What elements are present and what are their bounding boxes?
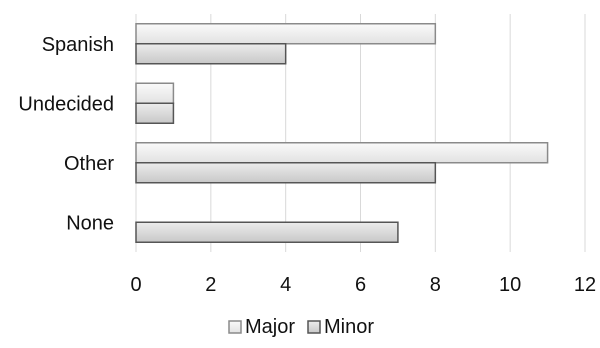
category-label: None xyxy=(66,212,114,234)
legend-label-minor: Minor xyxy=(324,316,374,338)
bar-minor-other xyxy=(135,162,437,184)
x-tick-label: 4 xyxy=(280,274,291,296)
bar-major-spanish xyxy=(135,23,437,45)
x-tick-label: 0 xyxy=(130,274,141,296)
legend: Major Minor xyxy=(228,316,374,338)
x-tick-label: 12 xyxy=(574,274,596,296)
category-label: Spanish xyxy=(42,34,114,56)
category-label: Other xyxy=(64,153,114,175)
bars xyxy=(135,23,549,243)
category-labels: Spanish Undecided Other None xyxy=(18,34,114,235)
bar-minor-spanish xyxy=(135,43,287,65)
legend-swatch-minor xyxy=(307,320,321,334)
x-tick-label: 6 xyxy=(355,274,366,296)
x-tick-label: 10 xyxy=(499,274,521,296)
x-tick-label: 8 xyxy=(430,274,441,296)
bar-minor-undecided xyxy=(135,102,175,124)
bar-minor-none xyxy=(135,221,399,243)
x-axis-ticks: 0 2 4 6 8 10 12 xyxy=(130,274,596,296)
bar-major-other xyxy=(135,142,549,164)
x-tick-label: 2 xyxy=(205,274,216,296)
bar-major-undecided xyxy=(135,82,175,104)
legend-label-major: Major xyxy=(245,316,295,338)
category-label: Undecided xyxy=(18,93,114,115)
legend-swatch-major xyxy=(228,320,242,334)
